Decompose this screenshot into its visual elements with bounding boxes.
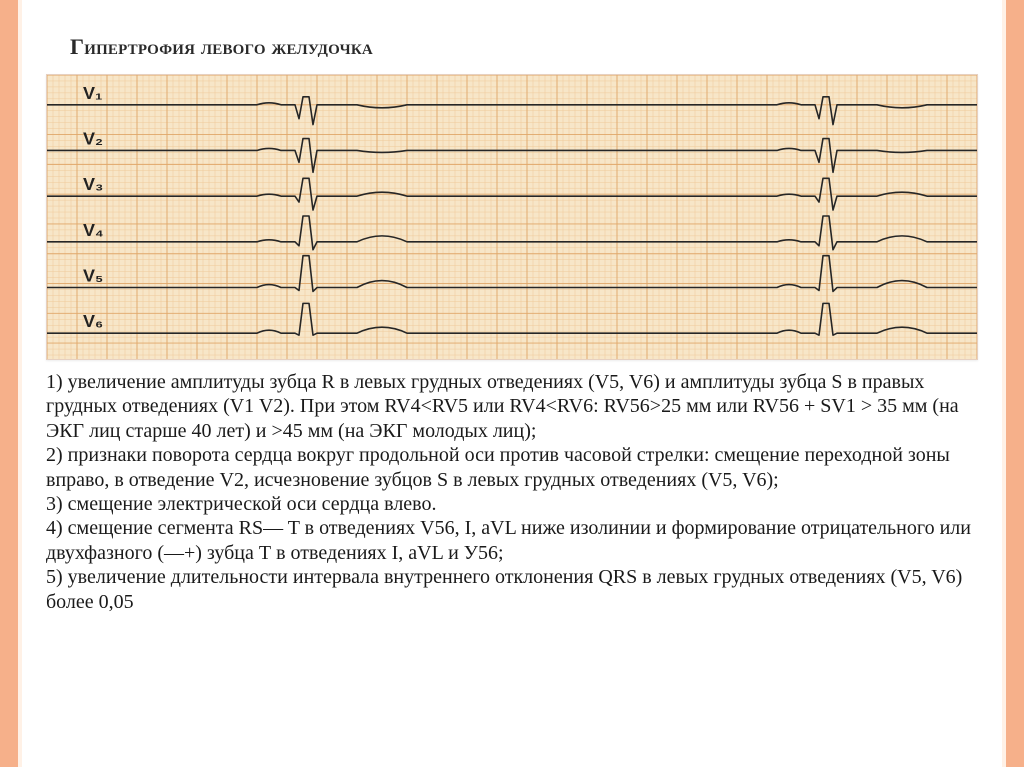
slide-title: Гипертрофия левого желудочка [70, 34, 978, 60]
svg-text:V₁: V₁ [83, 83, 102, 103]
slide-border-right-inner [1002, 0, 1006, 767]
svg-text:V₄: V₄ [83, 220, 104, 240]
content-area: Гипертрофия левого желудочка V₁V₂V₃V₄V₅V… [46, 34, 978, 747]
svg-text:V₆: V₆ [83, 311, 103, 331]
svg-text:V₅: V₅ [83, 266, 103, 286]
ecg-svg: V₁ V₂ V₃ V₄ V₅ V₆ [47, 75, 977, 359]
svg-text:V₂: V₂ [83, 129, 103, 149]
ecg-figure: V₁ V₂ V₃ V₄ V₅ V₆ [46, 74, 978, 360]
slide-border-right [1006, 0, 1024, 767]
slide-border-left-inner [18, 0, 22, 767]
slide-border-left [0, 0, 18, 767]
svg-text:V₃: V₃ [83, 174, 103, 194]
slide-root: Гипертрофия левого желудочка V₁V₂V₃V₄V₅V… [0, 0, 1024, 767]
body-text: 1) увеличение амплитуды зубца R в левых … [46, 370, 978, 614]
